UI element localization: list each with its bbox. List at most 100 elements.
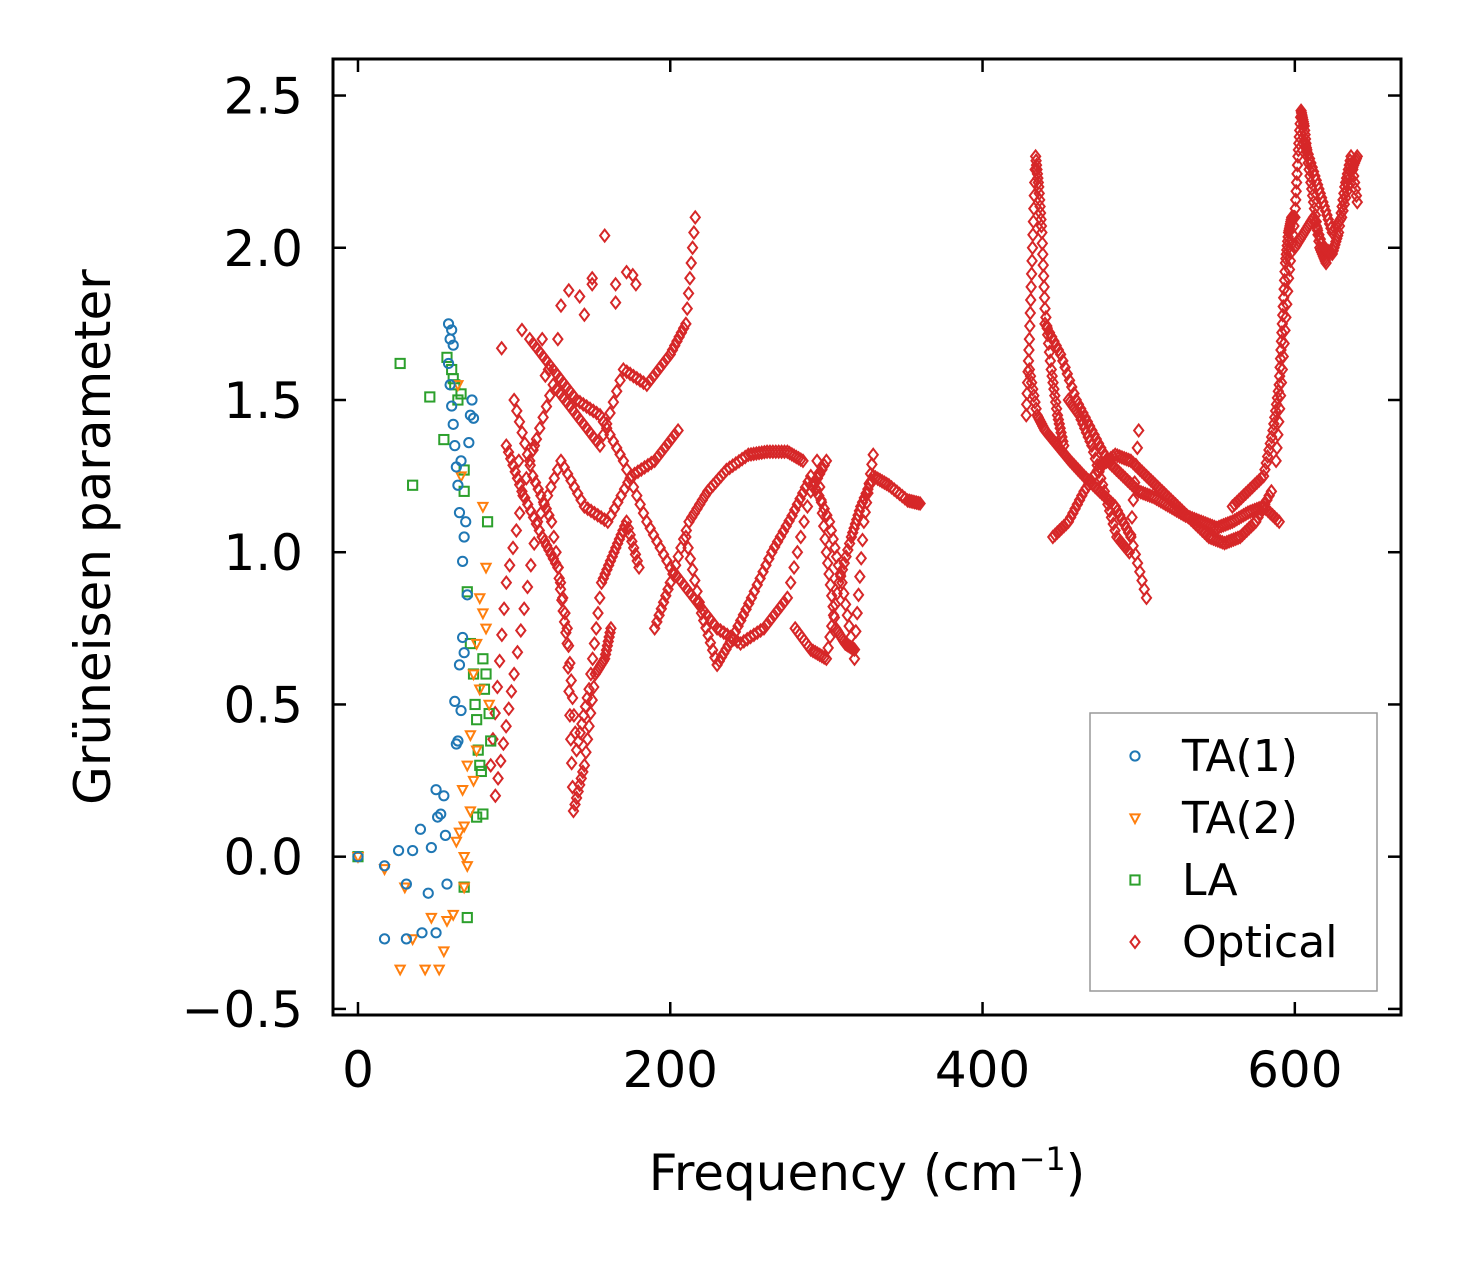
data-point <box>1258 496 1271 512</box>
data-point <box>484 757 497 773</box>
data-point <box>1034 198 1046 215</box>
data-point <box>586 692 599 708</box>
data-point <box>810 481 823 497</box>
data-point <box>1045 361 1058 378</box>
data-point <box>1062 514 1075 530</box>
data-point <box>521 579 534 595</box>
data-point <box>866 456 878 472</box>
data-point <box>442 357 455 370</box>
data-point <box>1105 509 1118 526</box>
data-point <box>481 516 494 528</box>
data-point <box>668 427 681 443</box>
data-point <box>1254 505 1267 521</box>
data-point <box>1123 544 1136 560</box>
data-point <box>1278 335 1290 352</box>
data-point <box>1132 422 1145 439</box>
data-point <box>677 320 690 336</box>
data-point <box>811 453 823 469</box>
data-point <box>521 496 534 512</box>
data-point <box>791 496 804 512</box>
data-point <box>577 707 590 723</box>
data-point <box>446 400 458 412</box>
data-point <box>1127 492 1140 508</box>
data-point <box>457 852 471 864</box>
data-point <box>715 649 728 665</box>
data-point <box>438 433 450 446</box>
data-point <box>574 725 587 741</box>
data-point <box>432 811 444 823</box>
data-point <box>1033 192 1046 208</box>
data-point <box>1085 438 1098 454</box>
data-point <box>424 391 436 403</box>
data-point <box>1026 240 1039 256</box>
data-point <box>463 437 475 449</box>
data-point <box>774 598 787 615</box>
data-point <box>545 514 558 530</box>
data-point <box>1071 496 1084 512</box>
data-point <box>607 394 620 410</box>
x-tick-label: 400 <box>935 1041 1030 1099</box>
data-point <box>467 669 480 682</box>
data-point <box>500 575 513 591</box>
data-point <box>439 829 452 841</box>
data-point <box>593 590 606 606</box>
data-point <box>848 642 861 658</box>
data-point <box>640 377 653 393</box>
data-point <box>700 620 712 636</box>
data-point <box>1027 227 1039 243</box>
data-point <box>559 605 571 621</box>
data-point <box>1035 211 1047 228</box>
data-point <box>378 933 391 945</box>
data-point <box>1276 324 1288 341</box>
data-point <box>780 518 793 534</box>
data-point <box>1278 272 1291 289</box>
data-point <box>489 788 502 804</box>
data-point <box>562 282 575 299</box>
data-point <box>471 714 483 726</box>
data-point <box>473 684 487 697</box>
data-point <box>1087 444 1100 460</box>
data-point <box>1274 388 1287 404</box>
legend-marker <box>1129 934 1141 950</box>
data-point <box>352 851 364 863</box>
data-point <box>794 529 807 545</box>
data-point <box>629 546 642 563</box>
data-point <box>1351 194 1364 210</box>
data-point <box>414 823 427 835</box>
data-point <box>547 529 560 545</box>
data-point <box>561 620 574 636</box>
data-point <box>495 627 508 643</box>
data-point <box>1270 453 1282 469</box>
data-point <box>444 379 456 391</box>
data-point <box>509 464 522 480</box>
data-point <box>1023 331 1036 347</box>
data-point <box>485 735 497 747</box>
data-point <box>528 438 541 454</box>
data-point <box>1232 530 1244 546</box>
data-point <box>647 368 660 384</box>
data-point <box>516 424 529 441</box>
data-point <box>817 518 830 534</box>
data-point <box>457 821 471 834</box>
data-point <box>1022 353 1035 369</box>
data-point <box>446 324 458 336</box>
data-point <box>824 577 837 593</box>
data-point <box>864 466 877 482</box>
data-point <box>1287 227 1299 243</box>
data-point <box>435 808 447 820</box>
data-point <box>648 453 661 469</box>
data-point <box>455 388 467 400</box>
data-point <box>771 534 784 550</box>
data-point <box>407 479 419 491</box>
data-point <box>815 492 827 508</box>
data-point <box>654 359 667 375</box>
data-point <box>1130 457 1142 473</box>
data-point <box>514 622 527 639</box>
data-point <box>754 622 767 639</box>
data-point <box>777 523 790 539</box>
data-point <box>668 338 681 354</box>
data-point <box>513 414 526 430</box>
data-point <box>438 790 450 802</box>
data-point <box>1027 200 1040 217</box>
data-point <box>513 505 526 521</box>
